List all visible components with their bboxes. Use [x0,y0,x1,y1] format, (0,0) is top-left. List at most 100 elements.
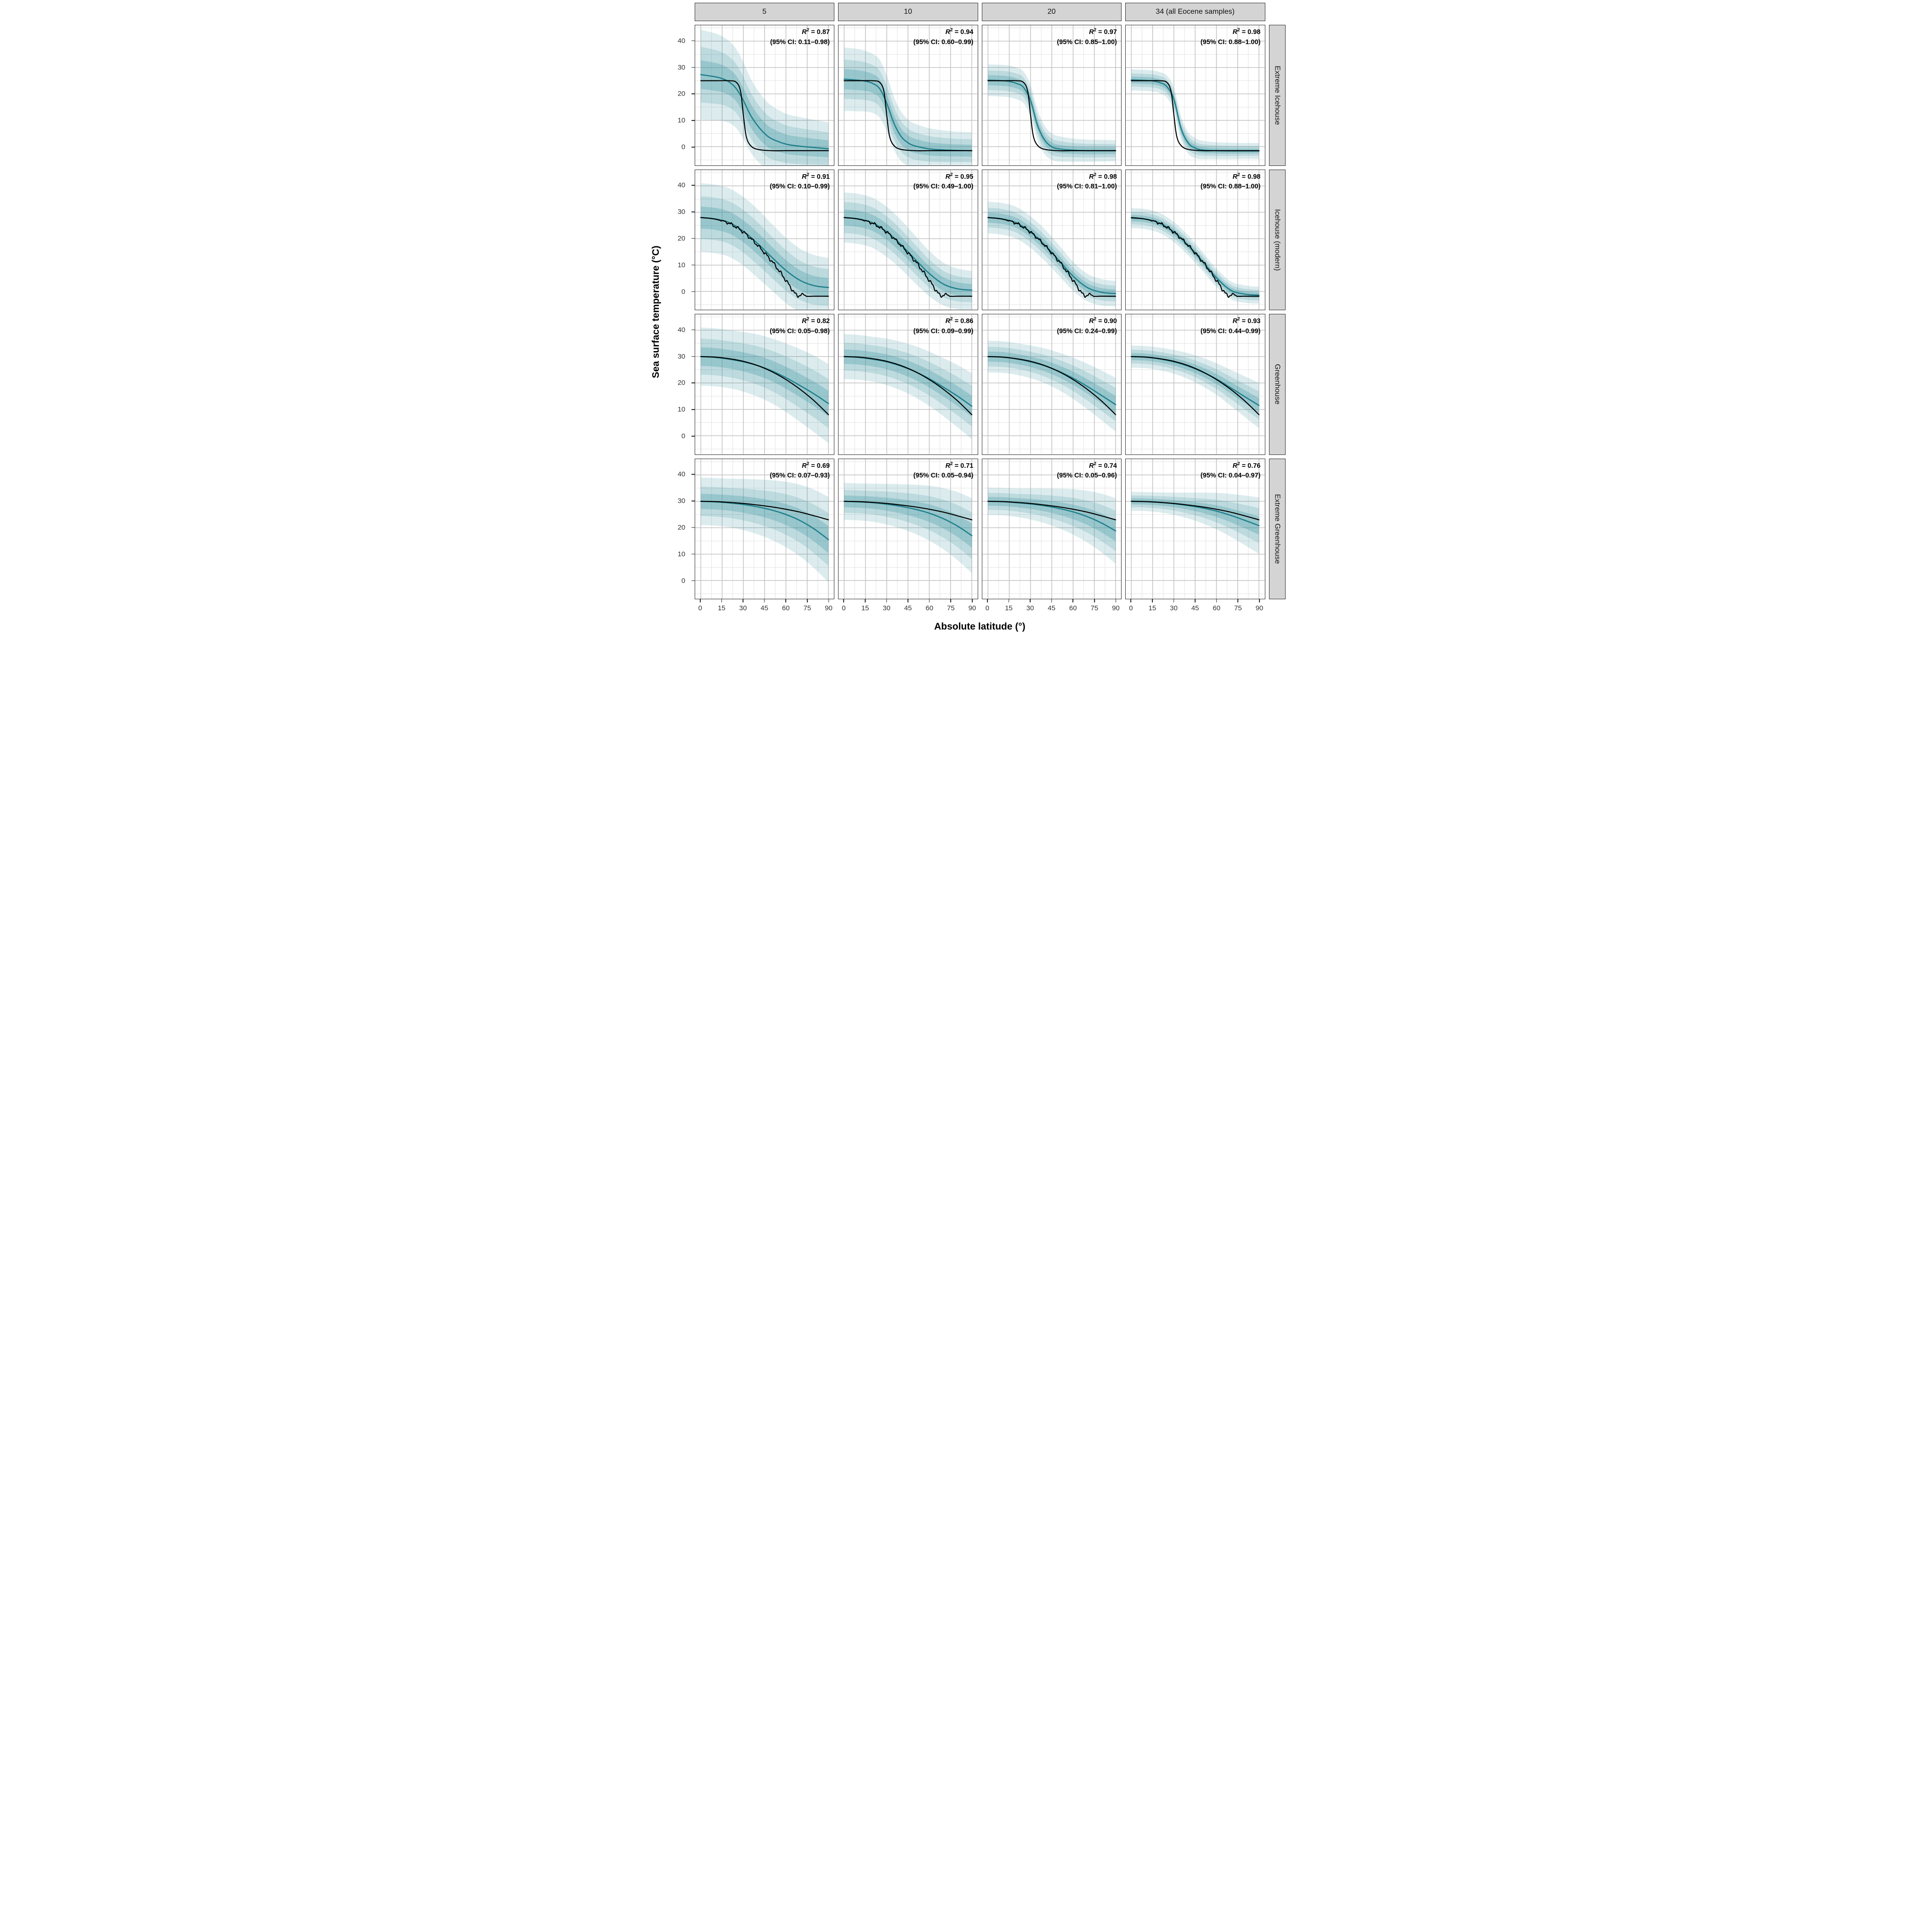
credible-ribbon-outer [987,64,1116,162]
y-tick-label: 40 [677,181,686,189]
credible-ribbon-outer [844,47,972,165]
x-tick-mark [1051,599,1052,602]
panel-plot-area [839,459,978,599]
x-tick-label: 60 [782,604,790,612]
facet-strip-col-label: 5 [762,8,767,16]
x-tick-mark [721,599,722,602]
y-tick-mark [691,185,695,186]
y-axis-ticks-row-3: 0 10 20 30 40 [669,314,695,455]
y-tick-label: 30 [677,63,686,72]
x-tick-label: 75 [947,604,955,612]
x-tick-mark [1259,599,1260,602]
y-tick-label: 40 [677,470,686,478]
facet-strip-row-2: Icehouse (modern) [1269,169,1286,310]
credible-ribbon-inner [844,349,972,417]
x-tick-mark [950,599,952,602]
facet-strip-row-1: Extreme Icehouse [1269,25,1286,166]
y-tick-label: 20 [677,234,686,243]
facet-strip-col-1: 5 [694,3,834,21]
x-tick-mark [1072,599,1074,602]
credible-ribbon-outer [844,334,972,439]
credible-ribbon-inner [1131,353,1259,413]
facet-strip-col-label: 20 [1047,8,1056,16]
x-tick-label: 30 [739,604,747,612]
y-axis-ticks-row-2: 0 10 20 30 40 [669,170,695,311]
y-tick-label: 10 [677,261,686,269]
facet-strip-col-label: 34 (all Eocene samples) [1156,8,1235,16]
panel-r4-c1: R2 = 0.69 (95% CI: 0.07–0.93) [694,458,834,599]
y-tick-mark [691,553,695,555]
x-tick-label: 60 [1212,604,1221,612]
x-tick-label: 45 [1048,604,1056,612]
y-tick-label: 0 [681,143,686,151]
x-tick-label: 15 [1148,604,1156,612]
panel-r1-c2: R2 = 0.94 (95% CI: 0.60–0.99) [838,25,978,166]
x-tick-label: 15 [861,604,869,612]
panel-plot-area [1126,459,1265,599]
panel-r1-c1: R2 = 0.87 (95% CI: 0.11–0.98) [694,25,834,166]
panel-plot-area [839,314,978,454]
panel-r3-c2: R2 = 0.86 (95% CI: 0.09–0.99) [838,314,978,455]
x-tick-mark [764,599,765,602]
y-tick-mark [691,120,695,121]
true-gradient-line [988,217,1116,297]
credible-ribbon-mid [987,492,1116,551]
y-tick-mark [691,409,695,410]
facet-strip-row-label: Icehouse (modern) [1273,209,1281,271]
true-gradient-line [844,357,972,415]
y-axis-title: Sea surface temperature (°C) [650,245,661,379]
facet-strip-row-label: Extreme Icehouse [1273,65,1281,125]
panel-r1-c3: R2 = 0.97 (95% CI: 0.85–1.00) [981,25,1122,166]
panel-r3-c3: R2 = 0.90 (95% CI: 0.24–0.99) [981,314,1122,455]
x-tick-mark [1008,599,1009,602]
panel-r2-c3: R2 = 0.98 (95% CI: 0.81–1.00) [981,169,1122,310]
true-gradient-line [1131,501,1259,519]
x-tick-label: 45 [904,604,912,612]
panel-plot-area [839,25,978,165]
credible-ribbon-mid [1131,73,1259,156]
y-tick-mark [691,238,695,239]
credible-ribbon-outer [1131,491,1259,554]
posterior-median-line [701,74,828,148]
x-tick-mark [929,599,930,602]
credible-ribbon-mid [1131,211,1259,301]
panel-plot-area [695,25,834,165]
x-tick-mark [1130,599,1132,602]
true-gradient-line [1131,80,1259,151]
credible-ribbon-outer [700,29,828,165]
x-tick-label: 75 [803,604,811,612]
posterior-median-line [844,79,972,151]
credible-ribbon-inner [700,493,828,553]
credible-ribbon-mid [987,70,1116,158]
true-gradient-line [701,217,828,297]
y-tick-mark [691,382,695,384]
y-tick-label: 20 [677,379,686,387]
credible-ribbon-inner [987,75,1116,154]
x-tick-mark [785,599,787,602]
panel-plot-area [982,25,1122,165]
panel-plot-area [982,170,1122,310]
x-axis-title: Absolute latitude (°) [934,621,1025,632]
y-tick-label: 40 [677,37,686,45]
y-tick-label: 20 [677,90,686,98]
facet-strip-col-4: 34 (all Eocene samples) [1125,3,1265,21]
x-tick-mark [886,599,887,602]
x-axis-ticks-col-1: 0 15 30 45 60 75 90 [695,599,835,617]
panel-plot-area [1126,25,1265,165]
panel-r3-c1: R2 = 0.82 (95% CI: 0.05–0.98) [694,314,834,455]
x-tick-label: 30 [1026,604,1034,612]
facet-strip-row-label: Extreme Greenhouse [1273,494,1281,564]
true-gradient-line [988,80,1116,151]
x-tick-mark [1094,599,1095,602]
panel-r1-c4: R2 = 0.98 (95% CI: 0.88–1.00) [1125,25,1265,166]
true-gradient-line [701,501,828,519]
x-tick-label: 0 [698,604,703,612]
true-gradient-line [701,357,828,415]
y-axis-ticks-row-1: 0 10 20 30 40 [669,25,695,166]
y-tick-mark [691,211,695,212]
facet-strip-row-label: Greenhouse [1273,364,1281,405]
credible-ribbon-outer [987,487,1116,564]
panel-plot-area [982,314,1122,454]
y-tick-mark [691,40,695,41]
y-tick-mark [691,527,695,528]
